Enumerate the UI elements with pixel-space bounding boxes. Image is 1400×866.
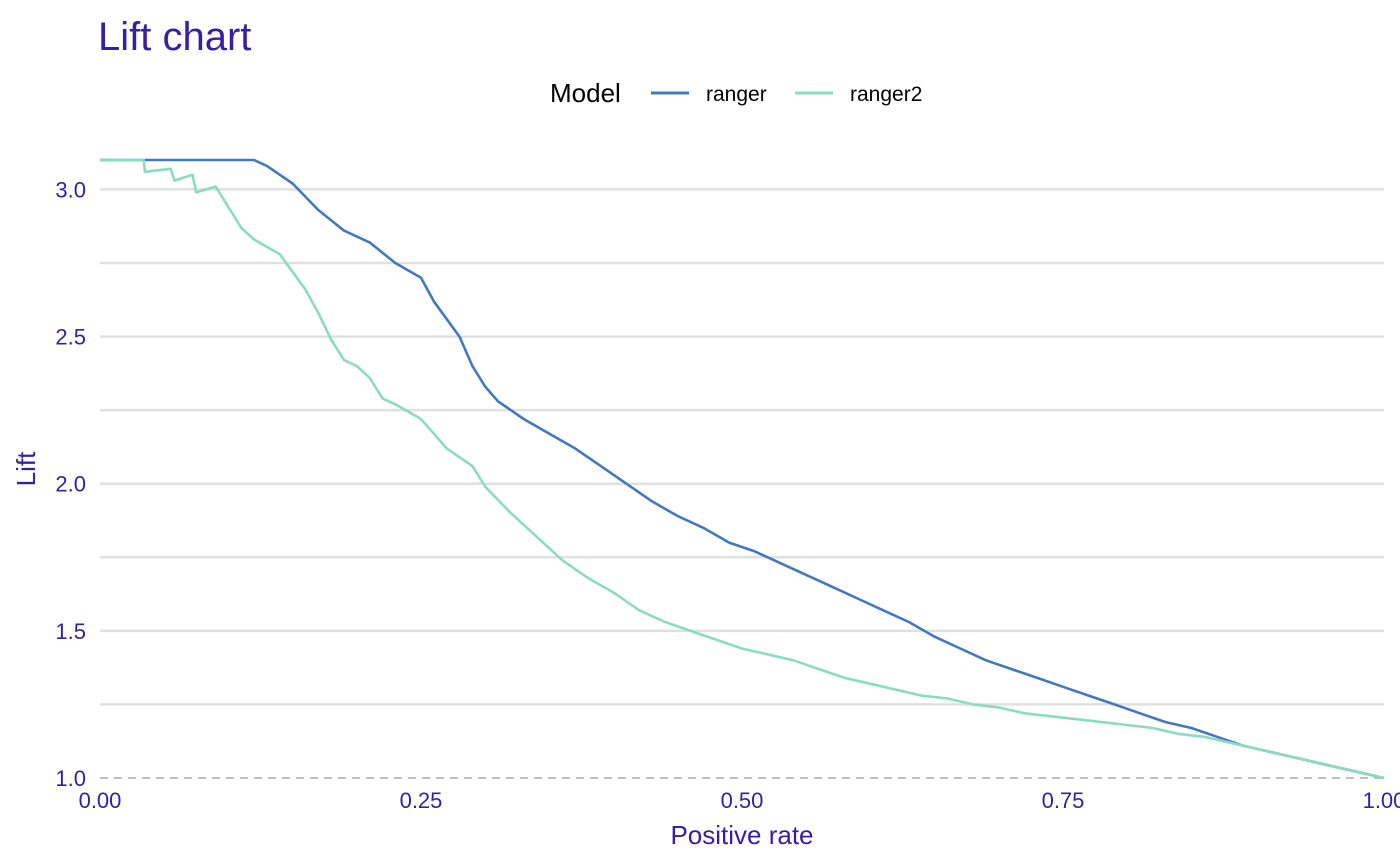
x-tick-label: 1.00 xyxy=(1363,788,1400,813)
x-axis-ticks: 0.00 0.25 0.50 0.75 1.00 xyxy=(79,788,1400,813)
legend-label-ranger: ranger xyxy=(706,83,767,106)
legend: Model ranger ranger2 xyxy=(550,78,922,108)
x-tick-label: 0.00 xyxy=(79,788,122,813)
x-axis-title: Positive rate xyxy=(670,820,813,850)
y-tick-label: 1.0 xyxy=(55,766,86,791)
y-axis-ticks: 1.0 1.5 2.0 2.5 3.0 xyxy=(55,177,86,791)
y-tick-label: 1.5 xyxy=(55,619,86,644)
y-axis-title: Lift xyxy=(11,451,41,486)
series-line-ranger2 xyxy=(100,158,1385,780)
chart-title: Lift chart xyxy=(98,15,251,59)
y-tick-label: 2.5 xyxy=(55,325,86,350)
y-tick-label: 2.0 xyxy=(55,472,86,497)
legend-label-ranger2: ranger2 xyxy=(850,83,922,106)
x-tick-label: 0.75 xyxy=(1042,788,1085,813)
grid xyxy=(100,188,1384,706)
legend-title: Model xyxy=(550,78,621,108)
x-tick-label: 0.25 xyxy=(400,788,443,813)
x-tick-label: 0.50 xyxy=(721,788,764,813)
series-line-ranger xyxy=(100,158,1385,780)
y-tick-label: 3.0 xyxy=(55,177,86,202)
series-layer xyxy=(100,158,1385,780)
